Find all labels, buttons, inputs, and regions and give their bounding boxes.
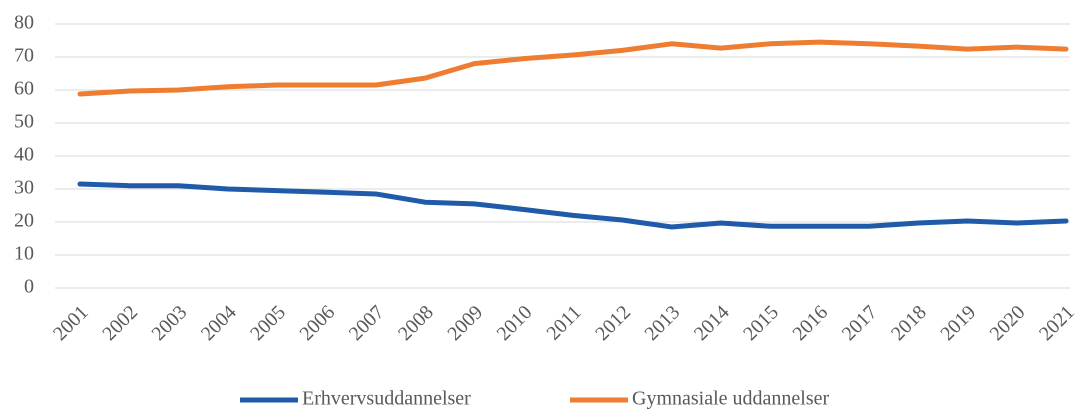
x-tick-label: 2014 [690,301,734,345]
line-series [77,181,1069,230]
y-tick-label: 70 [14,45,34,67]
x-tick-label: 2016 [788,301,832,345]
x-tick-label: 2019 [936,301,980,345]
x-tick-label: 2013 [641,301,685,345]
x-tick-label: 2010 [493,301,537,345]
y-tick-label: 80 [14,12,34,34]
x-tick-label: 2003 [148,301,192,345]
legend-label: Gymnasiale uddannelser [632,388,829,410]
x-tick-label: 2005 [246,301,290,345]
x-tick-label: 2020 [986,301,1030,345]
x-tick-label: 2021 [1035,301,1079,345]
x-tick-label: 2017 [838,301,882,345]
y-tick-label: 50 [14,111,34,133]
x-tick-label: 2009 [443,301,487,345]
x-tick-label: 2006 [295,301,339,345]
line-series [77,39,1069,97]
y-tick-label: 40 [14,144,34,166]
x-tick-label: 2008 [394,301,438,345]
y-tick-label: 20 [14,210,34,232]
x-tick-label: 2001 [49,301,93,345]
legend-label: Erhvervsuddannelser [302,388,471,410]
x-tick-label: 2015 [739,301,783,345]
x-tick-label: 2007 [345,301,389,345]
y-tick-label: 60 [14,78,34,100]
y-tick-label: 10 [14,243,34,265]
x-tick-label: 2018 [887,301,931,345]
x-tick-label: 2011 [542,301,585,344]
y-tick-label: 30 [14,177,34,199]
x-tick-label: 2012 [591,301,635,345]
y-tick-label: 0 [24,276,34,298]
x-tick-label: 2004 [197,301,241,345]
x-tick-label: 2002 [98,301,142,345]
